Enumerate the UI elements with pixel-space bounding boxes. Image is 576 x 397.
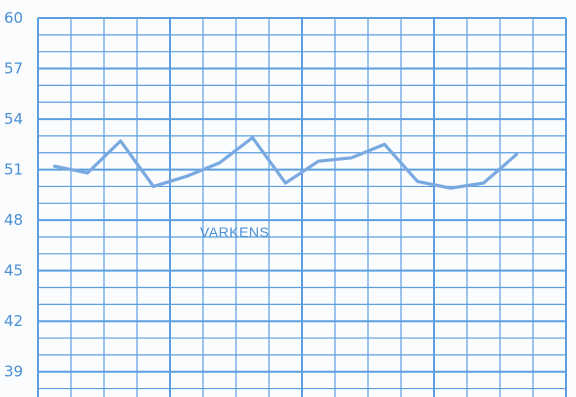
y-tick-label: 39 [4,363,23,381]
y-axis-ticks: 60 57 54 51 48 45 42 39 [4,9,23,381]
y-tick-label: 57 [4,60,23,78]
series-label: VARKENS [200,224,269,240]
y-tick-label: 60 [4,9,23,27]
series-line [52,135,519,190]
y-tick-label: 54 [4,110,23,128]
chart-grid [37,17,567,397]
y-tick-label: 51 [4,161,23,179]
y-tick-label: 42 [4,312,23,330]
y-tick-label: 48 [4,211,23,229]
chart-series [52,135,519,190]
y-tick-label: 45 [4,262,23,280]
